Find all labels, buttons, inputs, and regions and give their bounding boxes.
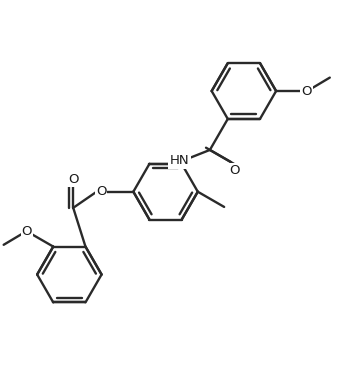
Text: O: O — [21, 225, 32, 238]
Text: O: O — [301, 84, 312, 98]
Text: O: O — [68, 173, 78, 186]
Text: O: O — [229, 164, 240, 178]
Text: HN: HN — [170, 154, 189, 168]
Text: O: O — [96, 185, 106, 198]
